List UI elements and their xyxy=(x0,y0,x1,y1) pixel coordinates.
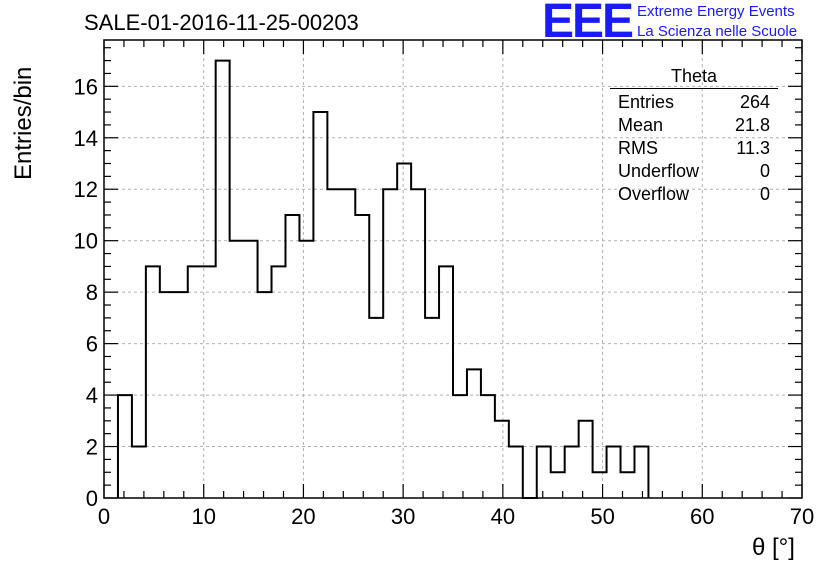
stats-value: 264 xyxy=(739,92,770,112)
histogram-bin xyxy=(537,447,551,498)
stats-box: Theta Entries 264 Mean 21.8 RMS 11.3 Und… xyxy=(610,66,778,216)
stats-value: 0 xyxy=(759,184,770,204)
histogram-bin xyxy=(607,447,621,498)
histogram-bin xyxy=(272,266,286,498)
stats-key: Mean xyxy=(618,115,664,135)
stats-key: Entries xyxy=(618,92,675,112)
y-tick-label: 6 xyxy=(86,332,98,357)
eee-logo: EEE Extreme Energy Events La Scienza nel… xyxy=(542,0,836,48)
plot-frame xyxy=(103,39,803,499)
y-tick-label: 8 xyxy=(86,280,98,305)
histogram-bin xyxy=(397,164,411,498)
histogram-bin xyxy=(439,266,453,498)
y-tick-label: 10 xyxy=(74,229,98,254)
stats-row-entries: Entries 264 xyxy=(618,92,770,114)
x-tick-label: 30 xyxy=(391,504,415,529)
x-tick-label: 10 xyxy=(191,504,215,529)
stats-row-overflow: Overflow 0 xyxy=(618,184,770,206)
histogram-bin xyxy=(146,266,160,498)
y-tick-label: 0 xyxy=(86,486,98,511)
stats-value: 21.8 xyxy=(734,115,770,135)
stats-row-underflow: Underflow 0 xyxy=(618,161,770,183)
y-tick-label: 12 xyxy=(74,177,98,202)
histogram-bin xyxy=(467,369,481,498)
histogram-bin xyxy=(355,215,369,498)
histogram-bin xyxy=(634,447,648,498)
histogram-bin xyxy=(285,215,299,498)
histogram-bin xyxy=(244,241,258,498)
axis-tick-labels: 0 10 20 30 40 50 60 70 0 2 4 6 8 10 12 14 16 xyxy=(74,74,815,529)
histogram-bin xyxy=(565,447,579,498)
eee-logo-mark: EEE xyxy=(542,0,634,48)
stats-key: Underflow xyxy=(618,161,700,181)
histogram-bin xyxy=(341,189,355,498)
stats-value: 0 xyxy=(759,161,770,181)
histogram-bin xyxy=(216,61,230,498)
stats-title: Theta xyxy=(670,66,718,86)
y-axis-label-wrapper: Entries/bin xyxy=(8,67,38,190)
histogram-bin xyxy=(383,189,397,498)
stats-row-mean: Mean 21.8 xyxy=(618,115,770,137)
histogram-bin xyxy=(425,318,439,498)
axis-ticks xyxy=(103,40,803,499)
stats-key: Overflow xyxy=(618,184,690,204)
stats-divider xyxy=(610,88,778,89)
x-tick-label: 70 xyxy=(790,504,814,529)
histogram-bin xyxy=(188,266,202,498)
histogram-bin xyxy=(369,318,383,498)
histogram-bin xyxy=(593,472,607,498)
histogram-bin xyxy=(299,241,313,498)
y-tick-label: 14 xyxy=(74,126,98,151)
y-tick-label: 16 xyxy=(74,74,98,99)
histogram-bin xyxy=(509,447,523,498)
y-tick-label: 2 xyxy=(86,435,98,460)
histogram-bin xyxy=(579,421,593,498)
x-axis-label: θ [°] xyxy=(752,534,795,561)
stats-value: 11.3 xyxy=(736,138,770,158)
histogram-bin xyxy=(132,447,146,498)
histogram-bin xyxy=(313,112,327,498)
chart-title: SALE-01-2016-11-25-00203 xyxy=(84,10,359,35)
histogram-bin xyxy=(174,292,188,498)
x-tick-label: 0 xyxy=(98,504,110,529)
y-tick-label: 4 xyxy=(86,383,98,408)
x-tick-label: 40 xyxy=(491,504,515,529)
histogram-bin xyxy=(495,421,509,498)
logo-line-2: La Scienza nelle Scuole xyxy=(637,23,798,40)
stats-key: RMS xyxy=(618,138,658,158)
histogram-bin xyxy=(230,241,244,498)
x-tick-label: 50 xyxy=(590,504,614,529)
logo-line-1: Extreme Energy Events xyxy=(637,3,795,20)
x-tick-label: 60 xyxy=(690,504,714,529)
y-axis-label: Entries/bin xyxy=(10,66,37,180)
stats-row-rms: RMS 11.3 xyxy=(618,138,770,160)
histogram-outline xyxy=(116,59,650,499)
histogram-series xyxy=(116,59,650,499)
histogram-bin xyxy=(258,292,272,498)
x-tick-label: 20 xyxy=(291,504,315,529)
